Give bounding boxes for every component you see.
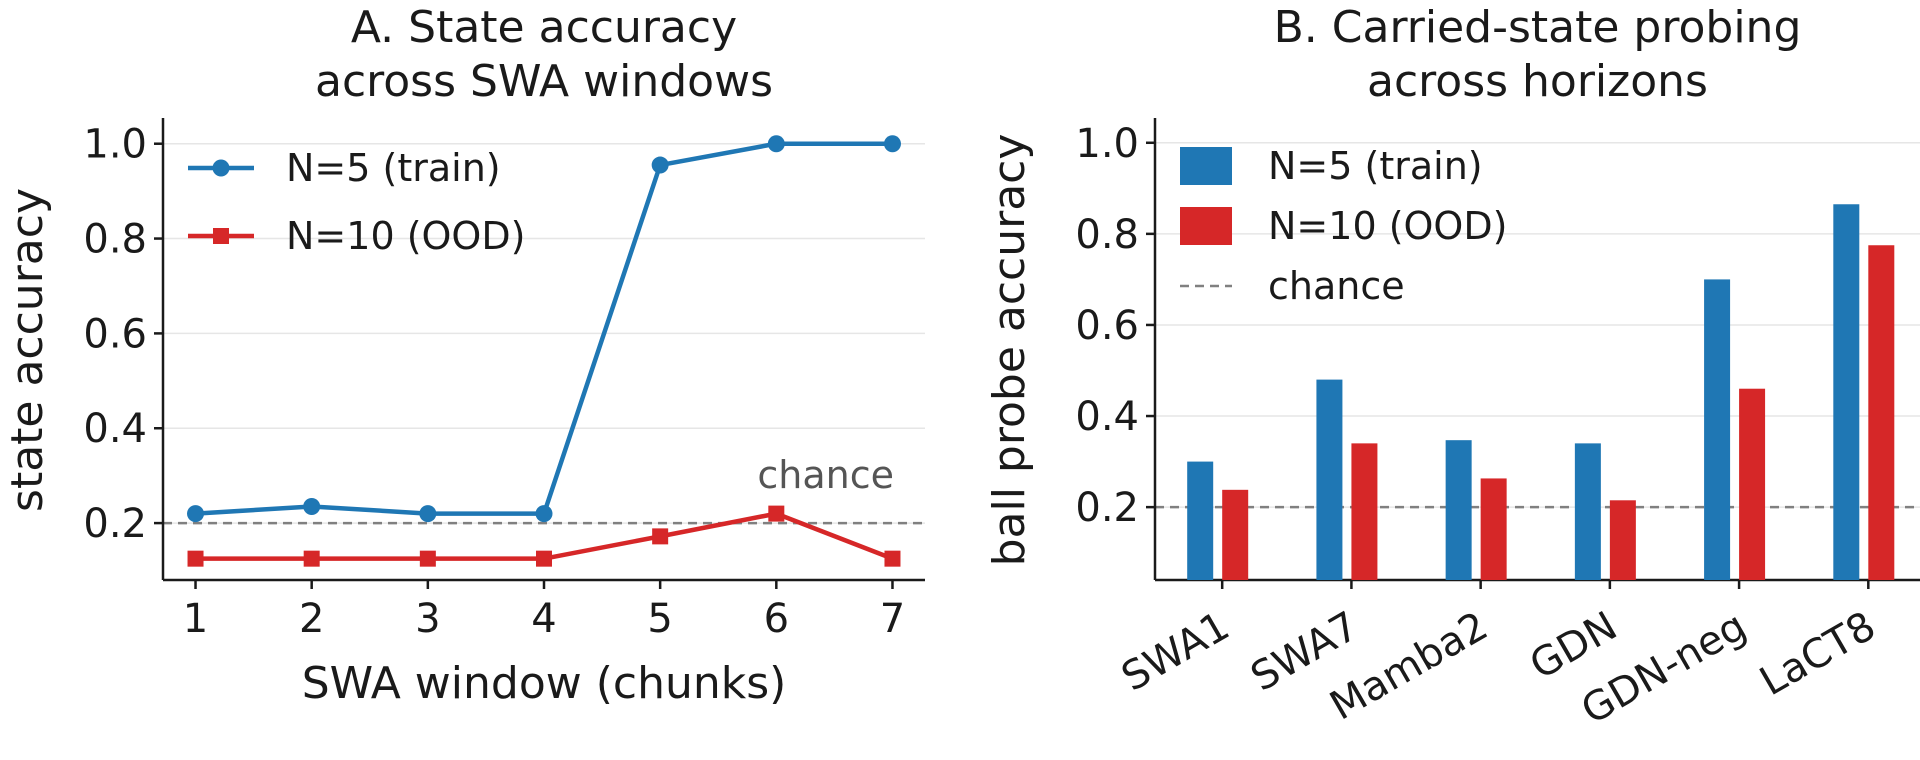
x-tick-label: 1 [183,596,208,642]
legend-label: N=5 (train) [286,146,501,190]
bar-n-10-ood-lact8 [1868,245,1895,580]
data-point-n-5-train [419,505,437,523]
chart-title-line: A. State accuracy [351,2,737,53]
y-axis-label: state accuracy [2,188,53,512]
chart-title-line: across horizons [1367,56,1708,107]
x-axis-label: SWA window (chunks) [302,658,787,709]
bar-n-10-ood-mamba2 [1480,478,1507,580]
data-point-n-5-train [535,505,553,523]
data-point-n-5-train [883,135,901,153]
y-tick-label: 0.2 [1075,485,1139,531]
legend-swatch-n-10-ood [1180,207,1232,245]
bar-n-5-train-gdn-neg [1704,279,1731,580]
chart-title-line: across SWA windows [315,56,773,107]
legend: N=5 (train) N=10 (OOD) chance [1180,144,1507,308]
bar-n-5-train-swa1 [1187,461,1214,580]
x-tick-label: 6 [764,596,789,642]
x-tick-label: 5 [647,596,672,642]
data-point-n-10-ood [303,550,320,567]
data-point-n-5-train [187,505,205,523]
y-tick-label: 0.4 [83,406,147,452]
y-tick-label: 0.8 [83,217,147,263]
legend-marker [213,228,229,244]
bar-n-5-train-mamba2 [1445,440,1472,580]
data-point-n-5-train [651,156,669,174]
bar-n-10-ood-swa7 [1351,443,1378,580]
bar-n-10-ood-gdn-neg [1739,388,1766,580]
chance-label: chance [757,453,894,497]
x-tick-label: 3 [415,596,440,642]
x-tick-label: 4 [531,596,556,642]
x-tick-label-lact8: LaCT8 [1752,603,1883,705]
data-point-n-10-ood [187,550,204,567]
data-point-n-10-ood [768,505,785,522]
y-tick-label: 1.0 [1075,121,1139,167]
y-tick-label: 0.4 [1075,394,1139,440]
x-tick-label: 7 [880,596,905,642]
data-point-n-10-ood [884,550,901,567]
x-tick-label: 2 [299,596,324,642]
bar-n-5-train-lact8 [1833,204,1860,580]
legend-label: N=10 (OOD) [1268,204,1507,248]
bar-n-10-ood-swa1 [1222,489,1249,580]
legend-label: N=10 (OOD) [286,214,525,258]
legend: N=5 (train) N=10 (OOD) [188,146,525,258]
legend-marker [212,159,230,177]
y-tick-label: 1.0 [83,122,147,168]
y-tick-label: 0.6 [83,311,147,357]
chart-title-line: B. Carried-state probing [1274,2,1802,53]
data-point-n-5-train [767,135,785,153]
x-tick-label-swa1: SWA1 [1114,603,1237,701]
y-tick-label: 0.8 [1075,212,1139,258]
legend-label: N=5 (train) [1268,144,1483,188]
bar-n-5-train-swa7 [1316,379,1343,580]
bar-n-5-train-gdn [1574,443,1601,580]
data-point-n-10-ood [652,528,669,545]
data-point-n-10-ood [536,550,552,567]
data-point-n-5-train [303,497,321,515]
y-tick-label: 0.6 [1075,303,1139,349]
legend-label: chance [1268,264,1405,308]
y-axis-label: ball probe accuracy [984,134,1035,567]
legend-swatch-n-5-train [1180,147,1232,185]
data-point-n-10-ood [419,550,436,567]
y-tick-label: 0.2 [83,501,147,547]
bar-n-10-ood-gdn [1609,500,1636,580]
